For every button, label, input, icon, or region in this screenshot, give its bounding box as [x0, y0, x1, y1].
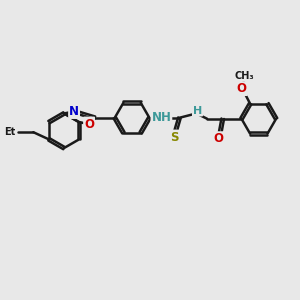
Text: N: N	[69, 105, 79, 118]
Text: CH₃: CH₃	[234, 71, 254, 81]
Text: Et: Et	[4, 127, 15, 137]
Text: O: O	[237, 82, 247, 95]
Text: NH: NH	[152, 111, 171, 124]
Text: S: S	[170, 130, 178, 143]
Text: H: H	[193, 106, 202, 116]
Text: O: O	[214, 132, 224, 145]
Text: O: O	[84, 118, 94, 130]
